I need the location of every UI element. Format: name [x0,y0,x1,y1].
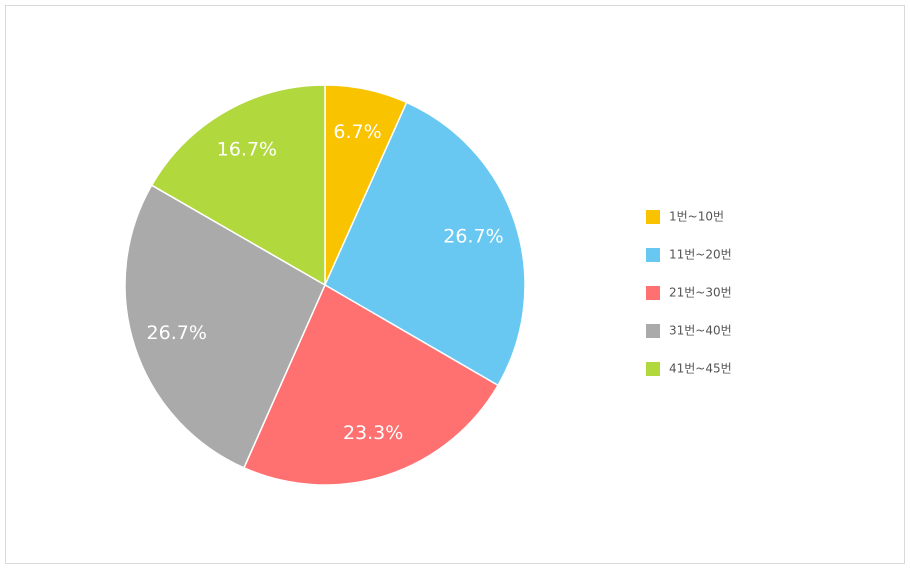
legend-swatch [646,362,660,376]
data-label: 26.7% [443,226,503,248]
legend-label: 41번~45번 [669,362,732,376]
legend-swatch [646,210,660,224]
legend-swatch [646,248,660,262]
pie-slice [324,101,526,387]
pie-slice [242,283,500,486]
data-label: 6.7% [333,121,381,143]
legend-label: 1번~10번 [669,210,724,224]
data-label: 23.3% [343,422,403,444]
pie-slice [124,184,326,469]
data-label: 16.7% [217,138,277,160]
legend-label: 31번~40번 [669,324,732,338]
legend-label: 11번~20번 [669,248,732,262]
legend-swatch [646,324,660,338]
legend-label: 21번~30번 [669,286,732,300]
legend-swatch [646,286,660,300]
data-label: 26.7% [147,322,207,344]
pie-slice [150,84,326,287]
